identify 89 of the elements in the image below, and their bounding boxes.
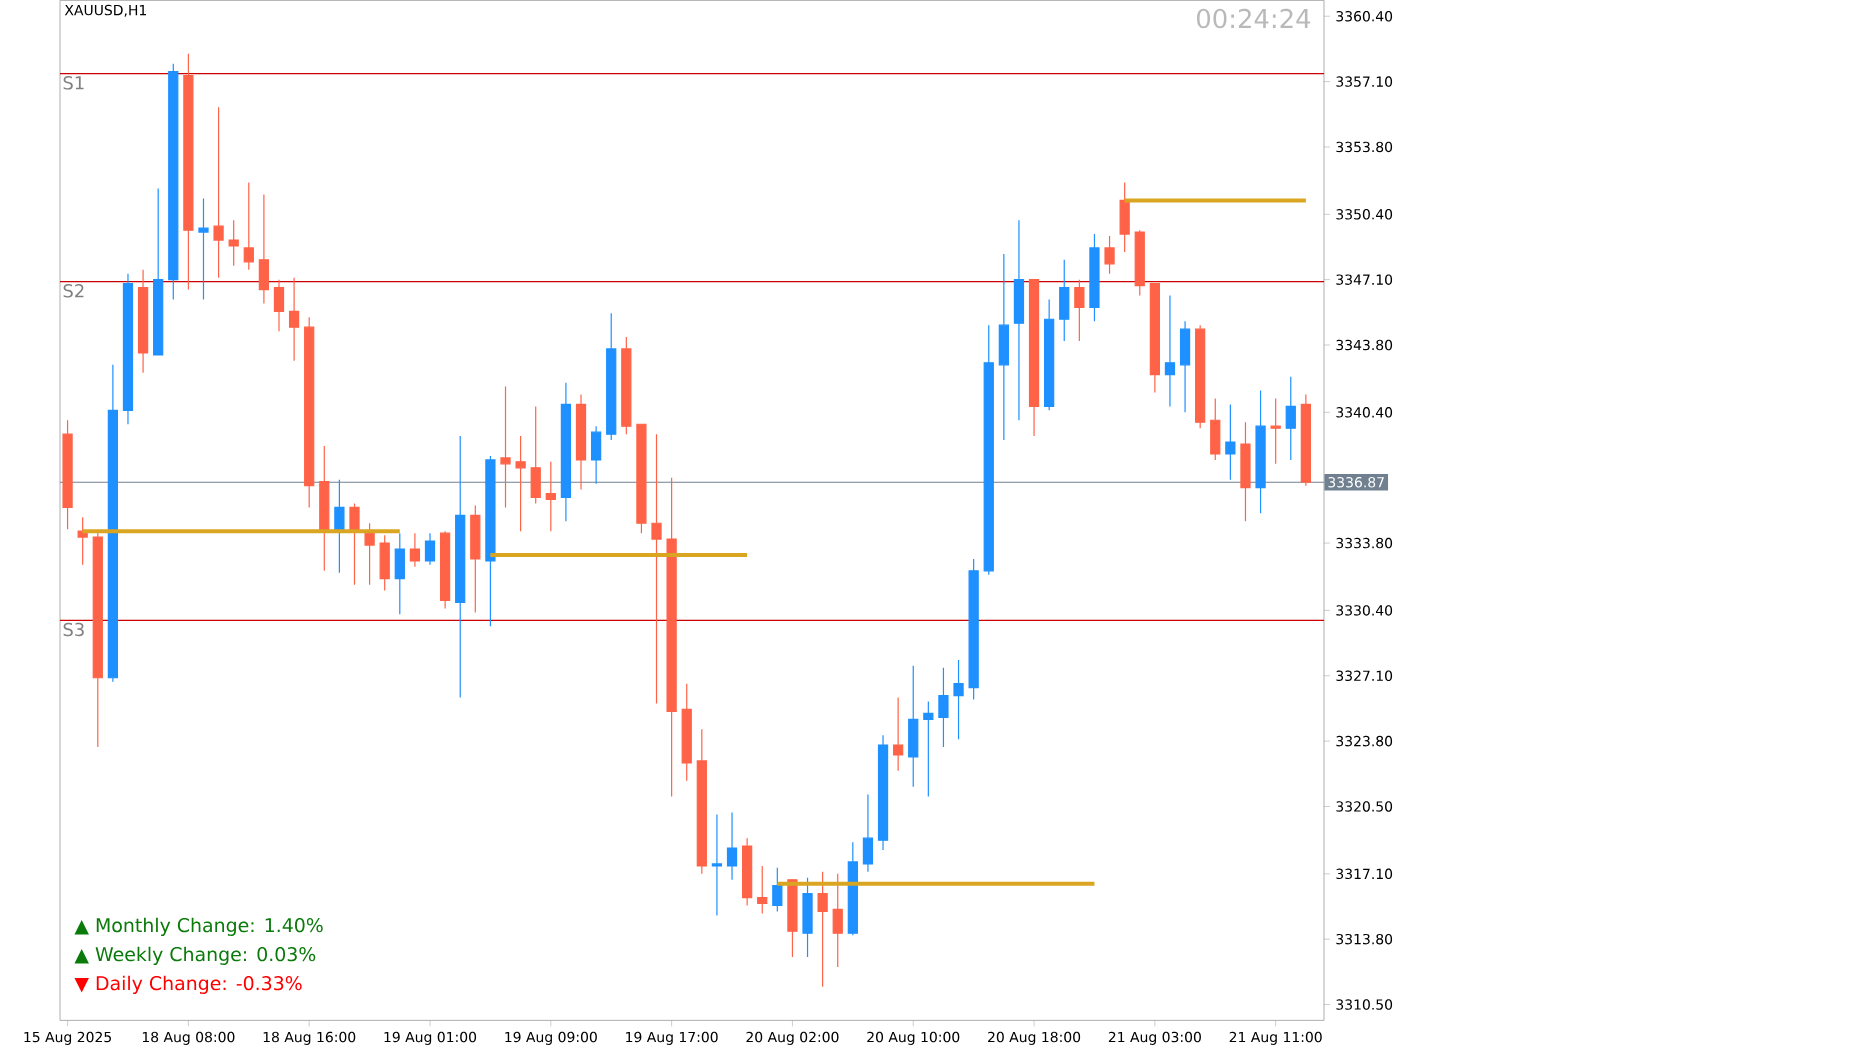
candlestick bbox=[122, 272, 134, 425]
candlestick bbox=[847, 841, 858, 936]
annotation: ▲ Monthly Change: 1.40% bbox=[74, 917, 323, 936]
candlestick bbox=[1013, 219, 1025, 421]
ref-line-label: S1 bbox=[63, 75, 84, 90]
annotation: 00:24:24 bbox=[1197, 8, 1311, 29]
candlestick bbox=[621, 336, 632, 435]
candlestick bbox=[1195, 324, 1206, 429]
candlestick bbox=[953, 659, 964, 740]
candlestick bbox=[1255, 389, 1266, 514]
candlestick bbox=[938, 667, 949, 748]
candlestick bbox=[77, 516, 88, 566]
candlestick bbox=[681, 682, 692, 782]
candlestick bbox=[183, 53, 194, 290]
candlestick bbox=[1285, 375, 1296, 461]
candlestick bbox=[288, 276, 300, 362]
candlestick bbox=[908, 665, 919, 788]
candlestick bbox=[304, 316, 315, 508]
candlestick bbox=[485, 455, 496, 627]
annotation: ▲ Weekly Change: 0.03% bbox=[74, 946, 316, 965]
candlestick bbox=[1164, 294, 1176, 407]
candlestick bbox=[349, 502, 360, 586]
candlestick bbox=[258, 193, 270, 304]
candlestick bbox=[153, 187, 164, 356]
candlestick bbox=[636, 423, 647, 534]
candlestick bbox=[772, 867, 783, 912]
candlestick bbox=[923, 700, 934, 797]
candlestick bbox=[319, 445, 330, 572]
candlestick bbox=[726, 811, 738, 881]
candlestick bbox=[1240, 421, 1251, 522]
candlestick bbox=[998, 253, 1009, 441]
candlestick bbox=[198, 197, 209, 300]
candlestick bbox=[500, 385, 511, 508]
candlestick bbox=[757, 865, 768, 914]
annotation: ▼ Daily Change: -0.33% bbox=[74, 975, 302, 994]
candlestick bbox=[1210, 397, 1221, 461]
candlestick bbox=[1300, 393, 1311, 487]
candlestick bbox=[1089, 233, 1100, 322]
candlestick bbox=[817, 871, 828, 988]
candlestick bbox=[742, 837, 753, 906]
candlestick bbox=[1104, 235, 1115, 275]
candlestick bbox=[1119, 181, 1130, 253]
candlestick bbox=[1179, 320, 1191, 413]
candlestick bbox=[243, 181, 254, 271]
candlestick bbox=[1270, 397, 1281, 465]
candlestick bbox=[575, 393, 587, 490]
candlestick bbox=[228, 219, 239, 267]
candlestick bbox=[832, 873, 843, 968]
candlestick bbox=[560, 381, 572, 522]
candlestick bbox=[862, 793, 874, 873]
candlestick bbox=[1134, 229, 1145, 296]
candlestick bbox=[893, 696, 904, 772]
candlestick bbox=[983, 324, 994, 576]
candlestick bbox=[545, 461, 556, 532]
candlestick bbox=[137, 268, 149, 374]
candlestick bbox=[1044, 298, 1055, 411]
candlestick bbox=[213, 106, 224, 279]
candlestick bbox=[470, 504, 481, 613]
candlestick bbox=[968, 558, 979, 700]
candlestick bbox=[787, 878, 798, 958]
candlestick bbox=[62, 419, 73, 530]
candlestick bbox=[1225, 403, 1236, 481]
candlestick bbox=[696, 728, 707, 875]
candlestick bbox=[666, 476, 677, 797]
candlestick bbox=[1028, 278, 1040, 437]
candlestick bbox=[1149, 282, 1160, 393]
candlestick bbox=[424, 532, 436, 566]
candlestick bbox=[92, 530, 103, 748]
candlestick bbox=[168, 62, 179, 300]
candlestick bbox=[379, 534, 390, 592]
candlestick bbox=[107, 364, 118, 683]
candlestick bbox=[1074, 278, 1085, 342]
candlestick bbox=[273, 278, 285, 332]
candlestick bbox=[651, 433, 662, 704]
candlestick bbox=[530, 405, 541, 504]
candlestick bbox=[877, 734, 889, 851]
candlestick bbox=[439, 530, 451, 609]
candlestick bbox=[802, 876, 813, 958]
candlestick bbox=[394, 532, 405, 615]
ref-line-label: S3 bbox=[63, 622, 84, 637]
ref-line-label: S2 bbox=[63, 283, 84, 298]
candlestick bbox=[590, 425, 602, 485]
candlestick bbox=[711, 813, 723, 916]
candlestick bbox=[606, 312, 617, 441]
candlestick bbox=[455, 435, 466, 698]
candlestick bbox=[334, 478, 345, 574]
candlestick bbox=[1059, 259, 1070, 342]
candlestick bbox=[515, 435, 526, 532]
candlestick bbox=[409, 532, 421, 568]
